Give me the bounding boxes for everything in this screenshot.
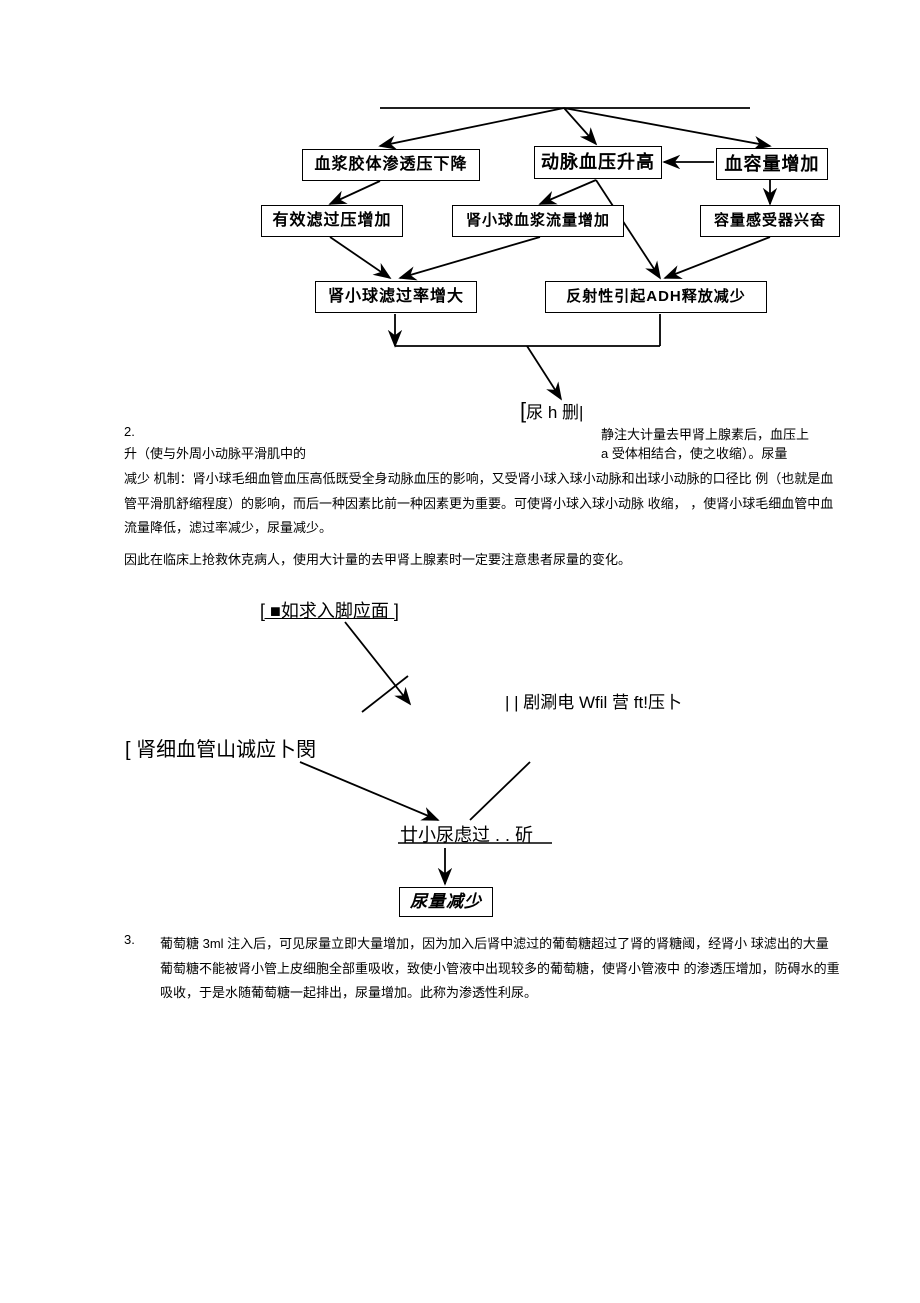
item-2-line2b: a 受体相结合，使之收缩）。尿量 (601, 443, 787, 462)
item-2-line1a: 静注大计量去甲肾上腺素后，血压上 (601, 424, 809, 443)
diagram1-node-n1: 血浆胶体渗透压下降 (302, 149, 480, 181)
page: 血浆胶体渗透压下降 动脉血压升高 血容量增加有效滤过压增加 肾小球血浆流量增加 容量感受… (0, 0, 920, 1303)
diagram1-node-n3: 血容量增加 (716, 148, 828, 180)
item-2-number: 2. (124, 424, 135, 439)
diagram1-node-n7: 肾小球滤过率增大 (315, 281, 477, 313)
diagram1-node-n6: 容量感受器兴奋 (700, 205, 840, 237)
diagram1-node-n4: 有效滤过压增加 (261, 205, 403, 237)
item-2-line2a: 升（使与外周小动脉平滑肌中的 (124, 443, 306, 462)
diagram1-node-n5: 肾小球血浆流量增加 (452, 205, 624, 237)
diagram2-label-4: 廿小尿虑过 . . 斫 (400, 821, 533, 847)
item-3-number: 3. (124, 932, 135, 947)
item-2-para2: 因此在临床上抢救休克病人，使用大计量的去甲肾上腺素时一定要注意患者尿量的变化。 (124, 548, 840, 573)
item-2-para1: 减少 机制：肾小球毛细血管血压高低既受全身动脉血压的影响，又受肾小球入球小动脉和… (124, 467, 840, 541)
diagram1-node-n8: 反射性引起ADH释放减少 (545, 281, 767, 313)
diagram2-node-n9: 尿量减少 (399, 887, 493, 917)
diagram1-urine-label: [尿 h 删| (520, 398, 583, 424)
item-3-para: 葡萄糖 3ml 注入后，可见尿量立即大量增加，因为加入后肾中滤过的葡萄糖超过了肾… (160, 932, 840, 1006)
diagram2-label-3: [ 肾细血管山诚应卜閔 (125, 733, 316, 762)
diagram2-label-2: | | 剧涮电 Wfil 营 ft!压卜 (505, 688, 682, 713)
diagram1-node-n2: 动脉血压升高 (534, 146, 662, 179)
diagram2-label-1: [ ■如求入脚应面 ] (260, 597, 399, 623)
